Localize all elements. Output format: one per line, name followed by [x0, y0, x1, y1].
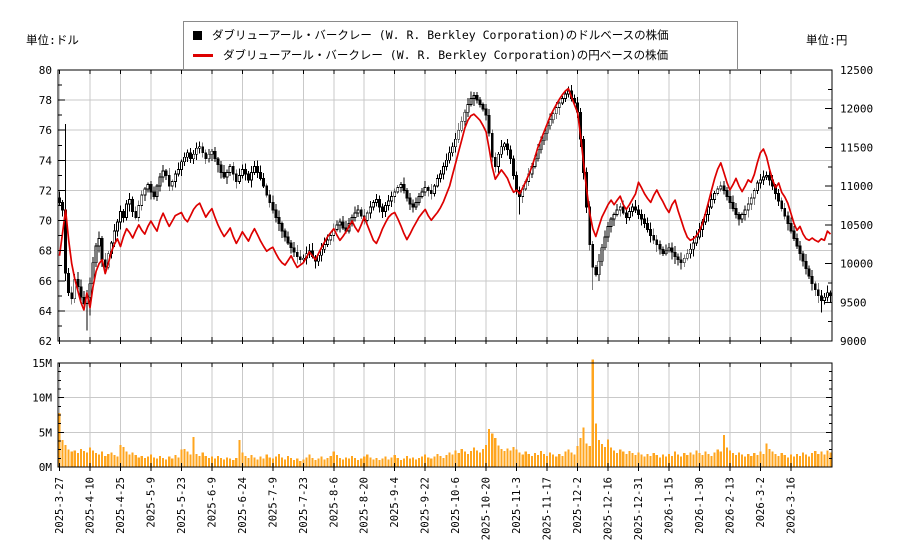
svg-text:2025-11-3: 2025-11-3: [511, 477, 523, 534]
right-axis-unit-label: 単位:円: [806, 33, 848, 47]
svg-text:2025-3-27: 2025-3-27: [54, 477, 66, 534]
svg-text:2025-5-23: 2025-5-23: [176, 477, 188, 534]
svg-text:2025-9-4: 2025-9-4: [389, 477, 401, 528]
legend-label-yen: ダブリューアール・バークレー (W. R. Berkley Corporatio…: [223, 48, 669, 62]
x-axis-date-labels: 2025-3-27 2025-4-10 2025-4-25 2025-5-9 2025-…: [54, 477, 797, 540]
axis-ticks: [58, 69, 832, 471]
svg-text:2025-12-31: 2025-12-31: [633, 477, 645, 540]
svg-text:64: 64: [39, 305, 53, 318]
legend-item-yen-series: ダブリューアール・バークレー (W. R. Berkley Corporatio…: [193, 45, 729, 65]
svg-text:78: 78: [39, 94, 52, 107]
svg-text:72: 72: [39, 184, 52, 197]
svg-text:2025-4-10: 2025-4-10: [84, 477, 96, 534]
svg-text:2025-11-17: 2025-11-17: [542, 477, 554, 540]
svg-text:62: 62: [39, 335, 52, 348]
svg-text:2026-1-15: 2026-1-15: [663, 477, 675, 534]
svg-text:2026-3-2: 2026-3-2: [755, 477, 767, 528]
svg-text:2026-2-13: 2026-2-13: [724, 477, 736, 534]
svg-text:2025-8-6: 2025-8-6: [328, 477, 340, 528]
svg-text:10500: 10500: [840, 219, 873, 232]
svg-text:74: 74: [39, 154, 53, 167]
svg-text:2025-6-9: 2025-6-9: [206, 477, 218, 528]
svg-text:2026-1-30: 2026-1-30: [694, 477, 706, 534]
svg-text:12000: 12000: [840, 103, 873, 116]
svg-text:15M: 15M: [32, 357, 52, 370]
svg-text:2025-4-25: 2025-4-25: [115, 477, 127, 534]
svg-text:11500: 11500: [840, 141, 873, 154]
svg-text:2025-7-9: 2025-7-9: [267, 477, 279, 528]
svg-text:2025-7-23: 2025-7-23: [298, 477, 310, 534]
line-series-marker-icon: [193, 53, 213, 57]
svg-text:2025-12-2: 2025-12-2: [572, 477, 584, 534]
svg-text:10000: 10000: [840, 258, 873, 271]
legend-box: ダブリューアール・バークレー (W. R. Berkley Corporatio…: [183, 21, 738, 70]
left-axis-unit-label: 単位:ドル: [26, 33, 79, 47]
svg-text:66: 66: [39, 275, 52, 288]
volume-bars: [58, 359, 832, 467]
grid-lines: [58, 70, 832, 467]
axis-tick-labels: 62 64 66 68 70 72 74 76 78 80 9000 9500 10000 10500 11…: [32, 64, 873, 474]
legend-item-dollar-series: ダブリューアール・バークレー (W. R. Berkley Corporatio…: [193, 25, 729, 45]
svg-text:0M: 0M: [39, 461, 53, 474]
svg-text:11000: 11000: [840, 180, 873, 193]
svg-text:80: 80: [39, 64, 52, 77]
svg-text:2025-8-20: 2025-8-20: [359, 477, 371, 534]
svg-text:76: 76: [39, 124, 52, 137]
svg-text:9000: 9000: [840, 335, 867, 348]
svg-text:2025-10-20: 2025-10-20: [481, 477, 493, 540]
svg-text:2025-9-22: 2025-9-22: [420, 477, 432, 534]
yen-line-series: [58, 87, 832, 311]
svg-text:12500: 12500: [840, 64, 873, 77]
svg-text:10M: 10M: [32, 392, 52, 405]
svg-text:68: 68: [39, 245, 52, 258]
plot-frames: [57, 69, 833, 468]
legend-label-dollar: ダブリューアール・バークレー (W. R. Berkley Corporatio…: [212, 28, 669, 42]
svg-text:2025-12-16: 2025-12-16: [603, 477, 615, 540]
svg-text:2026-3-16: 2026-3-16: [785, 477, 797, 534]
svg-text:70: 70: [39, 215, 52, 228]
svg-text:5M: 5M: [39, 426, 53, 439]
svg-text:2025-10-6: 2025-10-6: [450, 477, 462, 534]
candlestick-series-marker-icon: [193, 30, 202, 40]
svg-text:2025-5-9: 2025-5-9: [145, 477, 157, 528]
svg-text:9500: 9500: [840, 296, 867, 309]
candlestick-series: [58, 85, 832, 331]
svg-text:2025-6-24: 2025-6-24: [237, 477, 249, 534]
